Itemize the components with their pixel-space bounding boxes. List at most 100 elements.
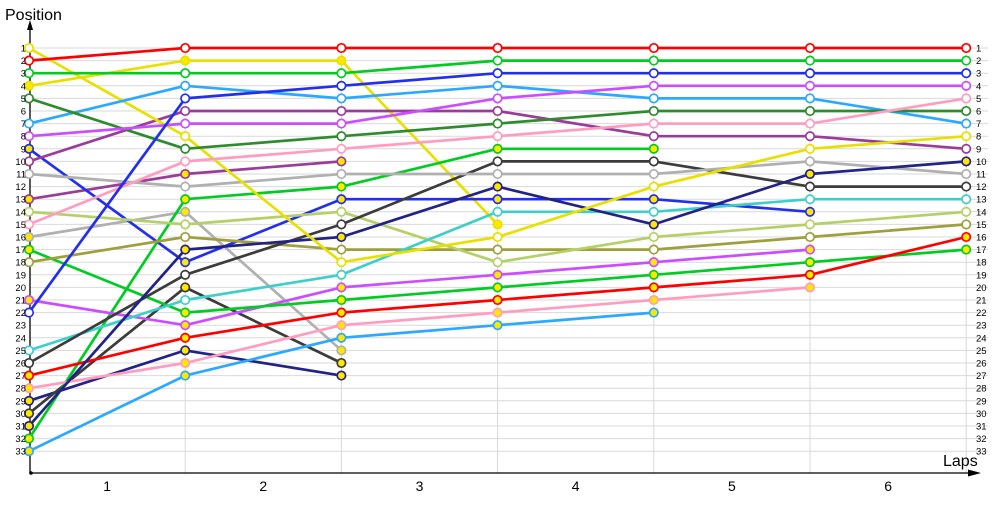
x-tick-label-1: 1: [103, 478, 111, 494]
series-marker-car-violet-b: [336, 282, 347, 293]
x-axis-origin-dot: [29, 471, 33, 475]
series-marker-car-purple-a: [804, 131, 816, 142]
series-marker-car-purple-a: [492, 105, 503, 117]
pos-label-left-29: 29: [15, 396, 26, 407]
series-marker-car-forestgreen: [804, 105, 816, 117]
pos-label-right-28: 28: [976, 384, 987, 395]
series-marker-car-skyblue-b: [180, 370, 191, 381]
pos-label-right-17: 17: [976, 245, 987, 256]
pos-label-right-13: 13: [976, 195, 987, 206]
series-marker-car-violet-a: [492, 93, 503, 104]
series-marker-car-blue-b: [336, 194, 347, 205]
series-marker-car-forestgreen: [180, 143, 191, 154]
series-marker-car-yellow-a: [804, 143, 816, 154]
series-marker-car-red-b: [492, 294, 503, 306]
x-tick-label-6: 6: [884, 478, 892, 494]
pos-label-left-9: 9: [21, 144, 26, 155]
series-marker-car-forestgreen: [23, 93, 35, 104]
series-marker-car-blue-b: [804, 206, 816, 217]
series-marker-car-violet-b: [648, 257, 659, 268]
pos-label-left-28: 28: [15, 384, 26, 395]
pos-label-left-32: 32: [15, 434, 26, 445]
pos-label-right-23: 23: [976, 321, 987, 332]
pos-label-left-24: 24: [15, 333, 26, 344]
series-marker-car-silver-a: [961, 168, 972, 180]
series-marker-car-red-a: [180, 42, 191, 54]
pos-label-right-4: 4: [976, 81, 981, 92]
series-marker-car-palegreen: [180, 219, 191, 230]
series-marker-car-red-b: [648, 282, 659, 293]
series-marker-car-navy-a: [492, 181, 503, 192]
series-marker-car-blue-b: [23, 143, 35, 154]
grid-layer: [30, 42, 988, 473]
pos-label-right-6: 6: [976, 107, 981, 118]
series-marker-car-green-c: [492, 143, 503, 154]
pos-label-left-13: 13: [15, 195, 26, 206]
x-axis-title: Laps: [943, 453, 978, 470]
series-marker-car-forestgreen: [492, 118, 503, 129]
pos-label-right-31: 31: [976, 422, 987, 433]
pos-label-left-33: 33: [15, 447, 26, 458]
series-marker-car-blue-a: [961, 68, 972, 79]
series-marker-car-turquoise: [492, 206, 503, 217]
pos-label-right-22: 22: [976, 308, 987, 319]
series-marker-car-green-a: [648, 55, 659, 66]
pos-label-right-27: 27: [976, 371, 987, 382]
series-marker-car-green-a: [336, 68, 347, 79]
pos-label-right-25: 25: [976, 346, 987, 357]
series-marker-car-pink-a: [804, 118, 816, 129]
pos-label-left-5: 5: [21, 94, 26, 105]
series-marker-car-red-a: [492, 42, 503, 54]
series-marker-car-forestgreen: [961, 105, 972, 117]
x-tick-label-2: 2: [259, 478, 267, 494]
series-marker-car-skyblue-a: [492, 80, 503, 91]
series-marker-car-skyblue-a: [804, 93, 816, 104]
series-marker-car-olive: [180, 231, 191, 243]
series-marker-car-forestgreen: [648, 105, 659, 117]
series-marker-car-olive: [804, 231, 816, 243]
series-marker-car-violet-b: [492, 269, 503, 280]
series-marker-car-yellow-a: [492, 231, 503, 243]
series-marker-car-pink-b: [492, 307, 503, 318]
series-marker-car-red-b: [804, 269, 816, 280]
series-marker-car-blue-a: [23, 307, 35, 318]
series-marker-car-olive: [336, 244, 347, 255]
pos-label-right-1: 1: [976, 44, 981, 55]
series-marker-car-palegreen: [961, 206, 972, 217]
series-marker-car-blue-a: [648, 68, 659, 79]
series-marker-car-navy-a: [961, 156, 972, 167]
pos-label-right-9: 9: [976, 144, 981, 155]
pos-label-left-26: 26: [15, 359, 26, 370]
series-marker-car-pink-b: [336, 320, 347, 331]
series-marker-car-forestgreen: [336, 131, 347, 142]
series-marker-car-green-c: [180, 194, 191, 205]
series-marker-car-yellow-a: [336, 257, 347, 268]
series-marker-car-darkgray-a: [336, 219, 347, 230]
series-marker-car-yellow-b: [23, 80, 35, 91]
series-marker-car-blue-b: [648, 194, 659, 205]
series-marker-car-green-a: [180, 68, 191, 79]
series-marker-car-pink-a: [23, 219, 35, 230]
series-marker-car-olive: [648, 244, 659, 255]
series-marker-car-green-b: [336, 294, 347, 306]
series-marker-car-silver-b: [180, 206, 191, 217]
series-marker-car-pink-a: [336, 143, 347, 154]
series-marker-car-purple-a: [23, 156, 35, 167]
series-marker-car-blue-a: [492, 68, 503, 79]
series-marker-car-navy-a: [804, 168, 816, 180]
pos-label-right-10: 10: [976, 157, 987, 168]
series-marker-car-silver-a: [180, 181, 191, 192]
series-marker-car-silver-a: [336, 168, 347, 180]
pos-label-right-32: 32: [976, 434, 987, 445]
pos-label-left-10: 10: [15, 157, 26, 168]
pos-label-right-26: 26: [976, 359, 987, 370]
series-marker-car-darkgray-b: [23, 408, 35, 419]
series-marker-car-blue-b: [492, 194, 503, 205]
series-marker-car-yellow-a: [961, 131, 972, 142]
series-marker-car-navy-a: [648, 219, 659, 230]
series-marker-car-violet-a: [180, 118, 191, 129]
series-marker-car-skyblue-a: [961, 118, 972, 129]
